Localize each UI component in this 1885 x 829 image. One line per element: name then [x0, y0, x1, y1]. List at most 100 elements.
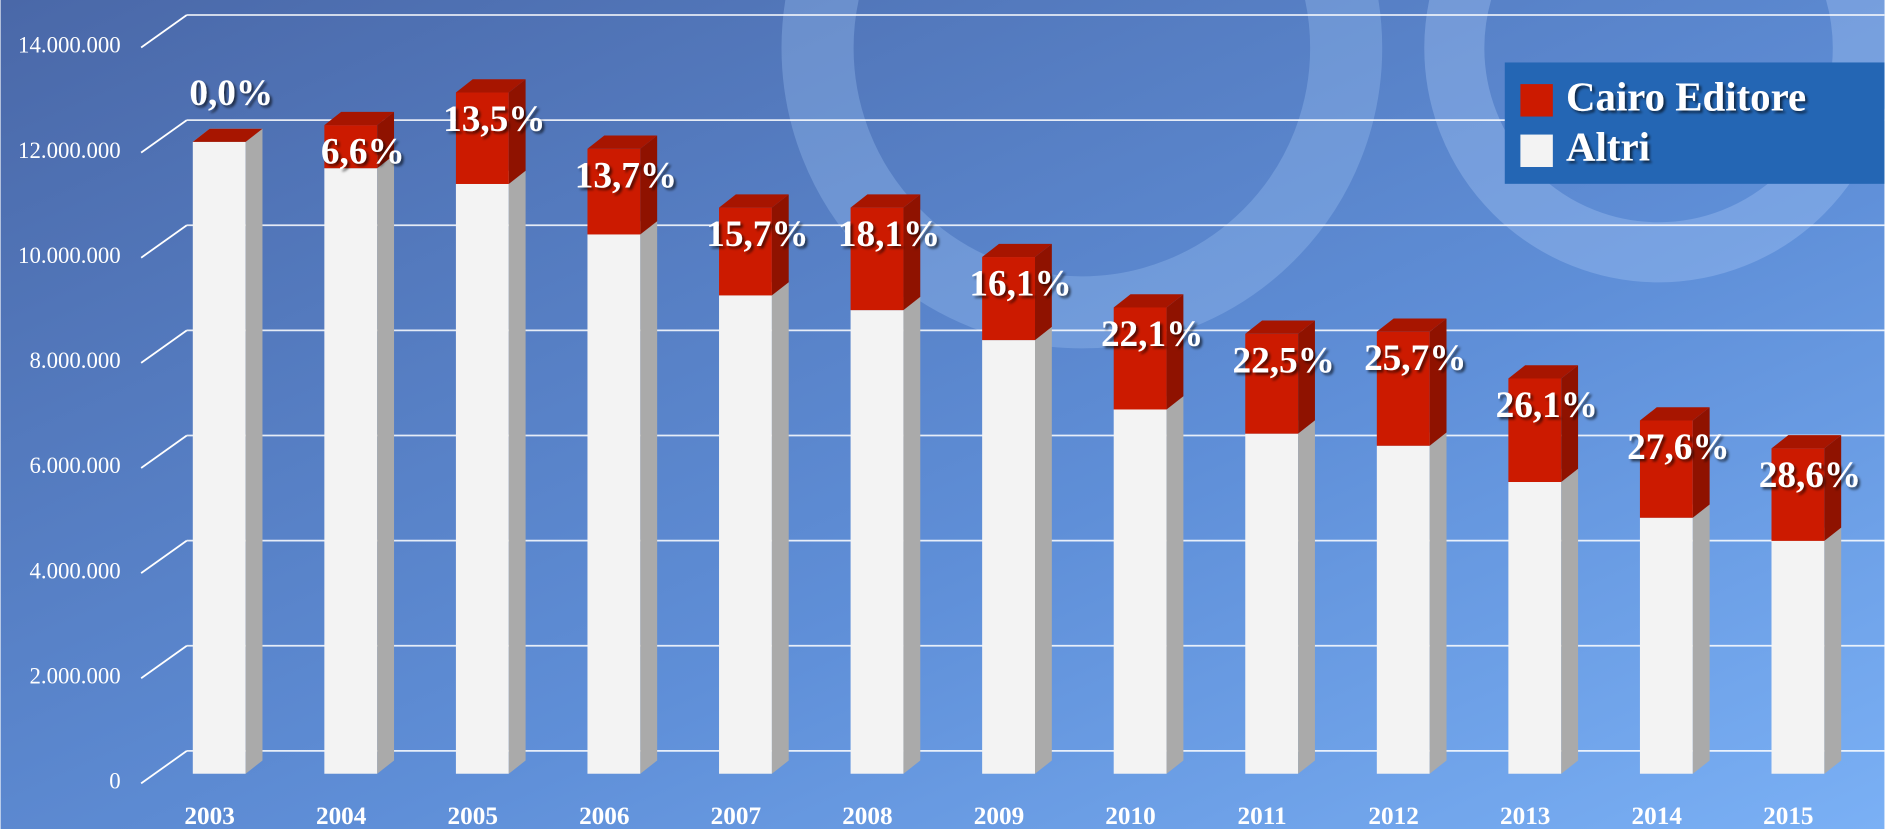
bar-front — [1113, 307, 1167, 410]
bar-top — [1113, 294, 1184, 308]
bar-top — [1639, 407, 1710, 421]
x-tick-label: 2003 — [184, 803, 234, 829]
x-tick-label: 2013 — [1500, 803, 1550, 829]
bar-top — [719, 194, 789, 208]
bar-side — [1298, 320, 1315, 434]
annotation: 25,7% — [1364, 338, 1466, 379]
bar-segment — [1113, 396, 1184, 774]
annotation: 28,6% — [1759, 455, 1861, 496]
bar-front — [455, 183, 509, 774]
annotation: 16,1% — [969, 264, 1071, 305]
bar-segment — [1376, 318, 1447, 446]
bar-segment — [455, 170, 526, 774]
bar-segment — [850, 194, 921, 311]
bar-side — [1298, 420, 1315, 774]
bar-segment — [1639, 504, 1710, 774]
bar-segment — [1771, 435, 1842, 541]
y-tick-label: 0 — [109, 769, 120, 794]
y-tick-label: 12.000.000 — [18, 138, 121, 163]
legend-swatch — [1520, 134, 1553, 168]
y-tick-label: 14.000.000 — [18, 33, 121, 58]
annotation: 15,7% — [706, 214, 808, 255]
bar-front — [192, 141, 246, 774]
bar-side — [377, 111, 395, 169]
tick-mark — [140, 119, 188, 154]
legend-swatch — [1520, 84, 1553, 117]
bar-side — [1429, 432, 1447, 774]
bar-front — [324, 125, 378, 169]
x-tick-label: 2011 — [1238, 803, 1287, 829]
tick-mark — [140, 14, 188, 49]
bar-side — [771, 194, 789, 296]
y-tick-label: 2.000.000 — [29, 663, 120, 688]
bar-top — [324, 111, 395, 126]
bar-segment — [1639, 407, 1710, 518]
annotation: 22,5% — [1233, 340, 1335, 381]
bar-side — [640, 221, 658, 774]
bar-front — [587, 234, 641, 774]
bar-segment — [192, 128, 263, 774]
bar-segment — [1508, 365, 1579, 483]
bar-top — [455, 79, 526, 93]
bar-side — [245, 128, 263, 774]
x-tick-label: 2006 — [579, 803, 629, 829]
bar-front — [850, 207, 904, 311]
bar-segment — [982, 326, 1052, 774]
bar-segment — [1508, 468, 1579, 774]
bar-front — [324, 168, 378, 774]
bar-side — [1035, 326, 1052, 774]
x-tick-label: 2014 — [1632, 803, 1683, 829]
legend-label: Altri — [1566, 125, 1650, 170]
annotation: 0,0% — [189, 73, 273, 114]
bar-segment — [587, 135, 658, 235]
bar-top — [192, 128, 263, 142]
bar-front — [587, 148, 641, 235]
bar-side — [1166, 396, 1184, 774]
annotation: 13,7% — [575, 155, 677, 196]
bar-side — [1824, 435, 1842, 541]
bar-segment — [324, 154, 395, 774]
bar-front — [982, 257, 1036, 341]
bar-segment — [192, 128, 263, 142]
annotation: 6,6% — [321, 132, 405, 173]
x-tick-label: 2009 — [974, 803, 1024, 829]
y-tick-label: 4.000.000 — [29, 558, 120, 583]
bar-front — [719, 295, 772, 774]
x-tick-label: 2015 — [1763, 803, 1813, 829]
annotation: 13,5% — [443, 99, 545, 140]
annotation: 22,1% — [1101, 314, 1203, 355]
bar-side — [1824, 527, 1842, 774]
bar-side — [1035, 243, 1052, 341]
bar-segment — [1771, 527, 1842, 774]
bar-top — [587, 135, 658, 149]
bar-top — [982, 243, 1052, 258]
bar-segment — [1376, 432, 1447, 774]
annotation: 27,6% — [1627, 427, 1729, 468]
annotation: 26,1% — [1496, 385, 1598, 426]
bar-segment — [719, 282, 789, 774]
bar-front — [1771, 448, 1825, 541]
bar-side — [903, 194, 921, 311]
bar-front — [1376, 331, 1430, 446]
bar-segment — [587, 221, 658, 774]
y-tick-label: 10.000.000 — [18, 243, 121, 268]
bar-side — [508, 79, 526, 184]
bar-side — [1166, 294, 1184, 410]
bar-front — [1245, 433, 1299, 774]
bar-segment — [1113, 294, 1184, 410]
legend-box — [1504, 62, 1885, 184]
tick-mark — [140, 645, 188, 679]
y-tick-label: 8.000.000 — [29, 348, 120, 373]
bar-side — [1692, 407, 1710, 518]
bar-front — [1508, 378, 1562, 483]
tick-mark — [140, 329, 188, 364]
x-tick-label: 2010 — [1105, 803, 1155, 829]
bar-side — [377, 154, 395, 774]
bar-top — [1508, 365, 1579, 379]
bar-side — [1429, 318, 1447, 446]
tick-mark — [140, 539, 188, 574]
y-tick-label: 6.000.000 — [29, 453, 120, 478]
bar-front — [1376, 445, 1430, 774]
bar-segment — [1245, 320, 1315, 434]
